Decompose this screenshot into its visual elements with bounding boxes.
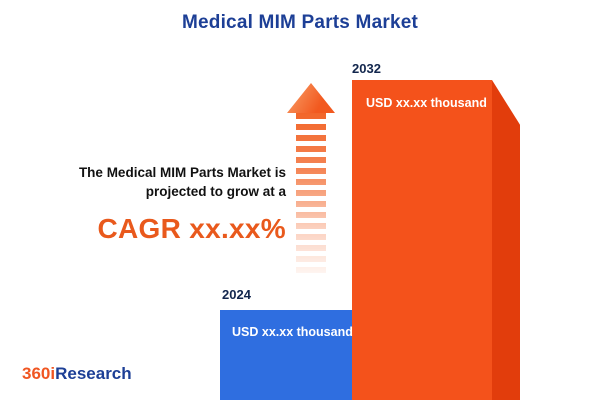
- bar-2032-year-label: 2032: [352, 61, 381, 76]
- cagr-text: CAGR xx.xx%: [97, 212, 286, 244]
- growth-arrow-head-icon: [287, 83, 335, 113]
- bar-2024: [220, 310, 366, 400]
- growth-arrow-shaft-icon: [296, 113, 326, 273]
- bar-2032-value-label: USD xx.xx thousand: [366, 96, 487, 110]
- bar-2024-value-label: USD xx.xx thousand: [232, 325, 353, 339]
- brand-logo-360i: 360i: [22, 364, 56, 383]
- growth-annotation: The Medical MIM Parts Market is projecte…: [30, 164, 286, 248]
- annotation-line-2: projected to grow at a: [145, 183, 286, 199]
- page-title: Medical MIM Parts Market: [181, 12, 419, 33]
- annotation-line-1: The Medical MIM Parts Market is: [78, 165, 286, 180]
- bar-2032-side-face: [492, 80, 520, 400]
- brand-logo: 360iResearch: [22, 364, 132, 384]
- brand-logo-research: Research: [55, 364, 132, 383]
- bar-2024-year-label: 2024: [222, 287, 251, 302]
- bar-2032: [352, 80, 492, 400]
